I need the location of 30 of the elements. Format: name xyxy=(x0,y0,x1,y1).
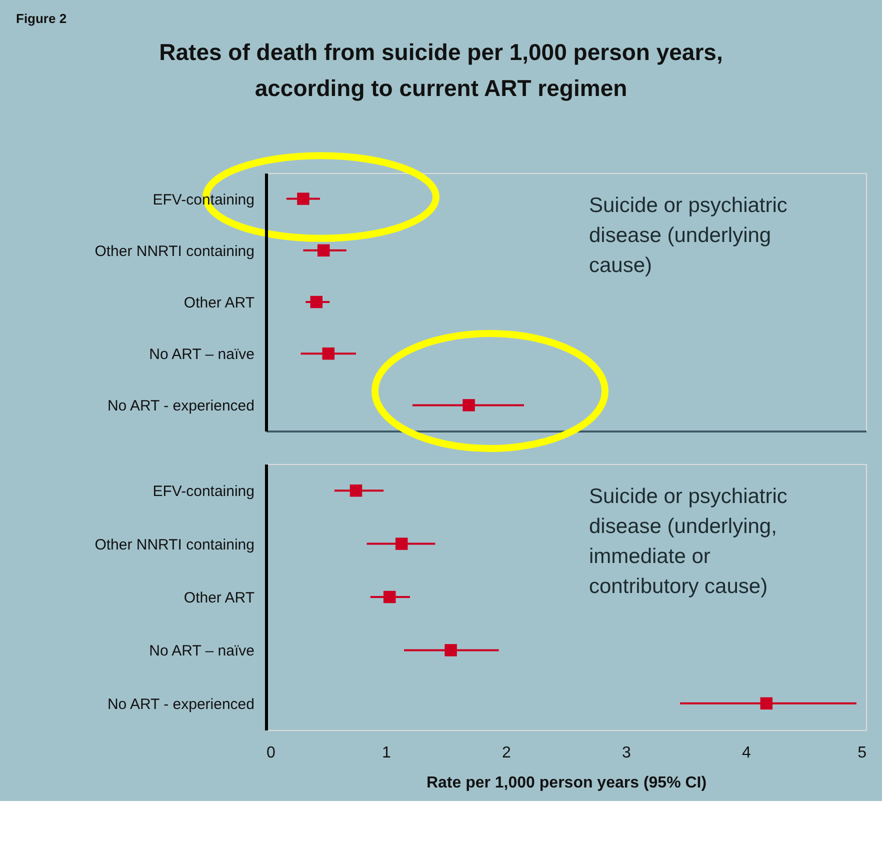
point xyxy=(383,590,396,604)
point xyxy=(310,296,323,308)
x-tick-label: 2 xyxy=(502,744,512,762)
point xyxy=(760,697,773,710)
annotation: Suicide or psychiatric disease (underlying cause) xyxy=(589,194,788,277)
y-tick-label: EFV-containing xyxy=(152,483,254,500)
x-axis-title: Rate per 1,000 person years (95% CI) xyxy=(426,774,707,792)
y-tick-label: Other NNRTI containing xyxy=(94,536,254,554)
x-tick-label: 3 xyxy=(622,744,632,762)
x-tick-label: 1 xyxy=(382,744,392,762)
caption: Figure 2 xyxy=(16,11,67,26)
x-tick-label: 5 xyxy=(858,744,867,762)
point xyxy=(297,192,310,205)
chart-title: Rates of death from suicide per 1,000 person years, according to current ART regimen xyxy=(159,39,723,101)
y-tick-label: No ART - experienced xyxy=(107,696,254,713)
point xyxy=(350,484,362,497)
x-tick-label: 4 xyxy=(742,744,752,762)
x-tick-label: 0 xyxy=(266,744,276,762)
y-tick-label: Other NNRTI containing xyxy=(94,242,254,260)
y-tick-label: No ART – naïve xyxy=(149,346,254,364)
annotation: Suicide or psychiatric disease (underlying, immediate or contributory cause) xyxy=(589,485,788,598)
point xyxy=(444,644,457,656)
point xyxy=(462,399,475,412)
point xyxy=(395,538,408,550)
y-tick-label: Other ART xyxy=(184,590,254,606)
point xyxy=(317,244,330,257)
point xyxy=(322,347,335,360)
y-tick-label: Other ART xyxy=(184,294,254,312)
y-tick-label: No ART - experienced xyxy=(107,398,254,415)
y-tick-label: No ART – naïve xyxy=(149,642,254,660)
